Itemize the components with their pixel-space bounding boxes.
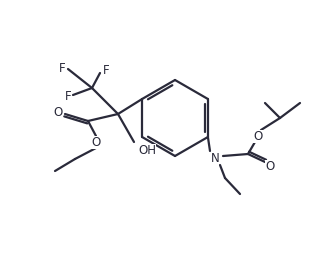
Text: O: O — [265, 160, 275, 172]
Text: F: F — [59, 61, 65, 74]
Text: O: O — [53, 106, 62, 118]
Text: F: F — [103, 64, 109, 77]
Text: F: F — [65, 89, 71, 102]
Text: O: O — [91, 135, 100, 148]
Text: O: O — [253, 130, 263, 143]
Text: N: N — [211, 152, 219, 165]
Text: OH: OH — [138, 143, 156, 156]
